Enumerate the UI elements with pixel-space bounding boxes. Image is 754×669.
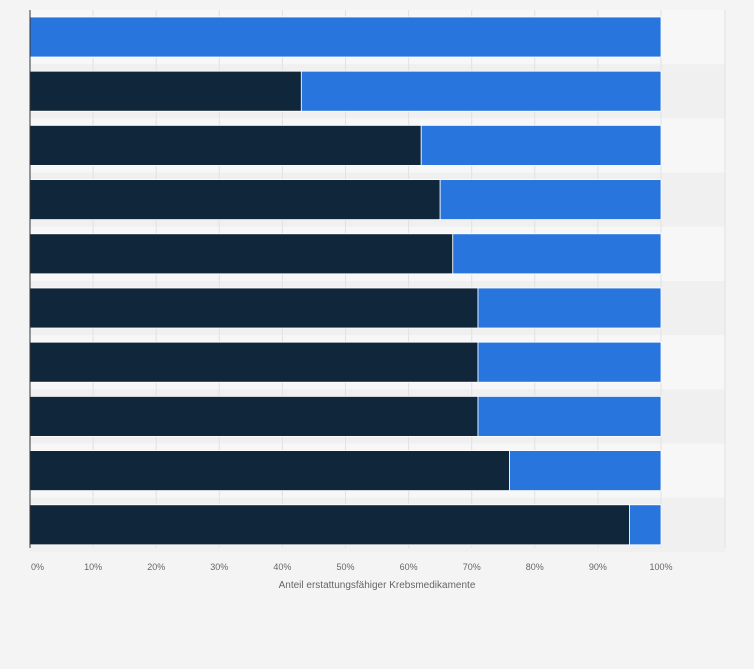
bar-segment-series-1 [29,287,479,329]
bar-segment-series-1 [29,70,302,112]
x-tick-label: 30% [210,562,228,572]
x-tick-label: 60% [400,562,418,572]
x-tick-label: 20% [147,562,165,572]
x-tick-label: 70% [463,562,481,572]
x-tick-label: 50% [336,562,354,572]
bar-segment-series-1 [29,233,454,275]
bar-segment-series-1 [29,395,479,437]
bar-segment-series-2 [420,125,662,166]
bar-segment-series-2 [477,395,662,437]
bar-segment-series-2 [509,450,662,492]
bars [29,16,662,546]
bar-segment-series-1 [29,450,510,492]
x-tick-label: 10% [84,562,102,572]
bar-segment-series-2 [477,341,662,383]
x-tick-label: 40% [273,562,291,572]
x-tick-label: 80% [526,562,544,572]
bar-segment-series-2 [477,287,662,329]
x-tick-label: 100% [649,562,672,572]
bar-segment-series-1 [29,125,422,166]
x-tick-label: 0% [31,562,44,572]
bar-segment-series-1 [29,504,630,546]
x-tick-labels: 0% 10% 20% 30% 40% 50% 60% 70% 80% 90% 100% [31,562,673,572]
bar-segment-series-2 [300,70,662,112]
bar-segment-series-1 [29,179,441,221]
bar-segment-series-2 [452,233,662,275]
x-axis-title: Anteil erstattungsfähiger Krebsmedikamen… [279,580,476,591]
bar-segment-series-1 [29,341,479,383]
x-tick-label: 90% [589,562,607,572]
bar-segment-series-2 [629,504,662,546]
bar-segment-series-2 [439,179,662,221]
bar-segment-series-2 [29,16,662,58]
